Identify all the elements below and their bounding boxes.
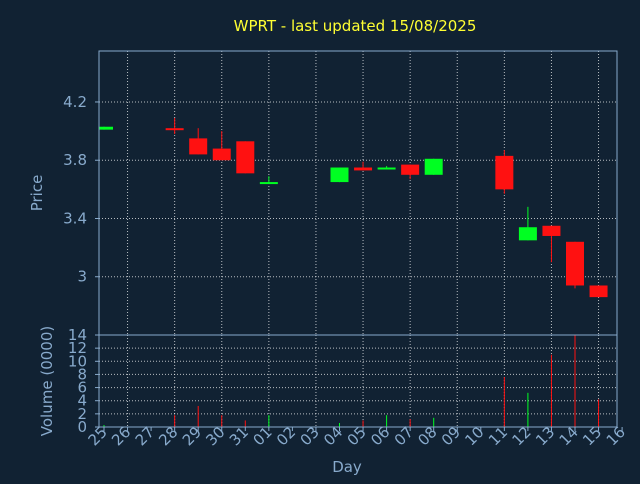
candle-body (236, 141, 255, 174)
candle-body (212, 148, 231, 161)
volume-y-tick-label: 8 (77, 365, 87, 383)
price-y-tick-label: 4.2 (63, 93, 87, 111)
day-axis-label: Day (332, 458, 362, 476)
volume-plot-frame (98, 334, 618, 428)
volume-y-tick-label: 0 (77, 418, 87, 436)
price-y-tick-label: 3.4 (63, 209, 87, 227)
volume-y-tick-label: 10 (68, 352, 87, 370)
volume-axis-label: Volume (0000) (38, 326, 56, 436)
volume-y-tick-label: 4 (77, 392, 87, 410)
candle-body (259, 182, 278, 185)
volume-y-tick-label: 2 (77, 405, 87, 423)
candle-body (377, 167, 396, 170)
candle-body (424, 158, 443, 175)
price-axis-label: Price (28, 175, 46, 212)
candle-body (99, 126, 113, 130)
volume-bars (103, 335, 600, 427)
price-y-ticks: 4.2 3.8 3.4 3 (63, 93, 99, 286)
chart-title: WPRT - last updated 15/08/2025 (234, 17, 477, 35)
volume-grid (99, 335, 617, 427)
price-y-tick-label: 3 (77, 268, 87, 286)
price-y-tick-label: 3.8 (63, 151, 87, 169)
candle-body (495, 155, 514, 190)
volume-y-tick-label: 6 (77, 379, 87, 397)
candle-body (542, 225, 561, 236)
volume-y-tick-label: 12 (68, 339, 87, 357)
candle-body (518, 227, 537, 241)
day-x-ticks: 2526272829303101020304050607080910111213… (85, 423, 629, 449)
candle-body (189, 138, 208, 155)
price-grid (99, 51, 617, 335)
candle-body (354, 167, 373, 171)
candle-body (589, 285, 608, 298)
candle-body (566, 241, 584, 286)
candle-body (401, 164, 420, 175)
volume-y-tick-label: 14 (68, 326, 87, 344)
candle-body (165, 128, 184, 131)
price-candles (99, 117, 608, 298)
candle-body (330, 167, 349, 183)
